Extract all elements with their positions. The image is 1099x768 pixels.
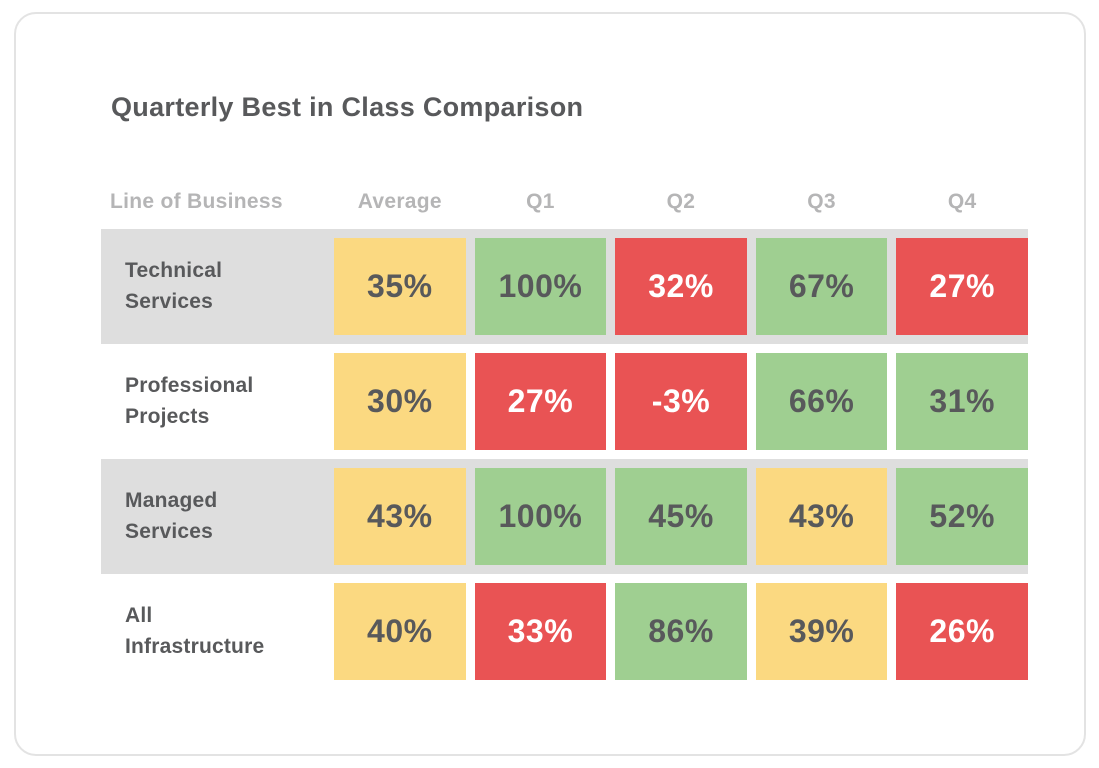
row-label: Managed Services <box>125 489 218 543</box>
comparison-table: Line of Business Average Q1 Q2 Q3 Q4 Tec… <box>101 188 1028 689</box>
value-cell: 45% <box>615 468 747 565</box>
column-header-q3: Q3 <box>807 190 836 213</box>
page-title: Quarterly Best in Class Comparison <box>111 92 584 122</box>
value-cell: 43% <box>334 468 466 565</box>
table-header-row: Line of Business Average Q1 Q2 Q3 Q4 <box>101 188 1028 216</box>
value-cell: 39% <box>755 583 888 680</box>
value-cell: 32% <box>615 238 747 335</box>
table-row: Technical Services 35% 100% 32% 67% 27% <box>101 229 1028 344</box>
value-cell: 26% <box>896 583 1028 680</box>
value-cell: 100% <box>474 468 607 565</box>
column-header-q1: Q1 <box>526 190 555 213</box>
report-card: Quarterly Best in Class Comparison Line … <box>14 12 1086 756</box>
value-cell: 67% <box>755 238 888 335</box>
value-cell: 100% <box>474 238 607 335</box>
row-label: Professional Projects <box>125 374 254 428</box>
column-header-average: Average <box>357 190 442 213</box>
value-cell: 43% <box>755 468 888 565</box>
value-cell: 86% <box>615 583 747 680</box>
value-cell: 27% <box>474 353 607 450</box>
table-row: Professional Projects 30% 27% -3% 66% 31… <box>101 344 1028 459</box>
value-cell: 31% <box>896 353 1028 450</box>
table-row: Managed Services 43% 100% 45% 43% 52% <box>101 459 1028 574</box>
column-header-q4: Q4 <box>947 190 977 213</box>
column-header-line-of-business: Line of Business <box>110 190 283 213</box>
column-header-q2: Q2 <box>666 190 696 213</box>
value-cell: 33% <box>474 583 607 680</box>
value-cell: 66% <box>755 353 888 450</box>
value-cell: -3% <box>615 353 747 450</box>
value-cell: 30% <box>334 353 466 450</box>
row-label: All Infrastructure <box>125 604 265 658</box>
table-row: All Infrastructure 40% 33% 86% 39% 26% <box>101 574 1028 689</box>
value-cell: 35% <box>334 238 466 335</box>
value-cell: 52% <box>896 468 1028 565</box>
row-label: Technical Services <box>125 259 223 313</box>
value-cell: 27% <box>896 238 1028 335</box>
value-cell: 40% <box>334 583 466 680</box>
